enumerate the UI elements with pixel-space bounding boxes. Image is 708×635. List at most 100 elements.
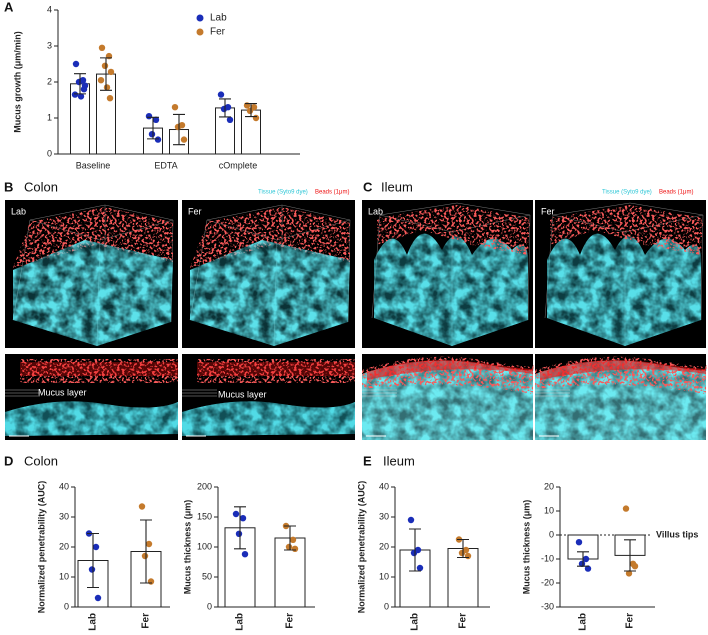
data-point: [71, 91, 79, 98]
data-point: [98, 44, 106, 51]
error-bar: [234, 506, 246, 550]
data-point: [88, 566, 96, 573]
error-bar: [577, 551, 589, 567]
error-bar: [457, 538, 469, 559]
data-point: [103, 84, 111, 91]
data-point: [220, 105, 228, 113]
legend-marker: [196, 28, 204, 36]
y-axis-label: Normalized penetrability (AUC): [356, 481, 366, 614]
data-point: [584, 565, 592, 572]
data-point: [147, 578, 155, 585]
legend-beads: Beads (1μm): [315, 190, 349, 196]
data-point: [622, 505, 630, 512]
microscopy-image: [362, 354, 534, 440]
data-point: [141, 552, 149, 560]
y-tick-label: 200: [197, 481, 212, 491]
y-tick-label: 10: [379, 571, 389, 581]
x-tick-label: Lab: [88, 613, 99, 631]
x-tick-label: Lab: [578, 613, 589, 631]
data-point: [241, 551, 249, 558]
data-point: [458, 549, 466, 557]
y-axis-label: Normalized penetrability (AUC): [36, 481, 46, 614]
data-point: [148, 131, 156, 138]
y-tick-label: -10: [541, 553, 554, 563]
data-point: [625, 570, 633, 577]
annotation: Villus tips: [656, 529, 698, 539]
legend-label: Fer: [210, 27, 226, 38]
data-point: [291, 545, 299, 552]
y-tick-label: 30: [59, 511, 69, 521]
data-point: [174, 123, 182, 131]
data-point: [239, 515, 247, 522]
y-tick-label: 10: [59, 571, 69, 581]
y-tick-label: 2: [47, 76, 52, 86]
legend-marker: [196, 14, 204, 22]
panel-letter: D: [4, 453, 13, 468]
data-point: [464, 552, 472, 560]
error-bar: [147, 116, 159, 140]
legend-tissue: Tissue (Syto9 dye): [258, 190, 308, 196]
y-tick-label: -20: [541, 577, 554, 587]
x-tick-label: Lab: [410, 613, 421, 631]
data-point: [407, 516, 415, 524]
x-tick-label: Fer: [141, 613, 152, 629]
x-tick-label: Fer: [458, 613, 469, 629]
y-tick-label: -30: [541, 601, 554, 611]
microscopy-image: [535, 354, 707, 440]
data-point: [631, 563, 639, 570]
error-bar: [140, 519, 152, 584]
data-point: [217, 91, 225, 98]
y-tick-label: 0: [207, 601, 212, 611]
data-point: [77, 93, 85, 100]
panel-title: Colon: [24, 179, 58, 194]
image-label: Fer: [541, 206, 555, 216]
y-tick-label: 0: [384, 601, 389, 611]
data-point: [145, 540, 153, 548]
y-axis-label: Mucus thickness (μm): [182, 500, 192, 595]
y-tick-label: 0: [47, 148, 52, 158]
data-point: [97, 77, 105, 84]
y-tick-label: 4: [47, 4, 52, 14]
y-tick-label: 20: [544, 481, 554, 491]
y-tick-label: 30: [379, 511, 389, 521]
y-tick-label: 40: [59, 481, 69, 491]
data-point: [235, 530, 243, 537]
data-point: [582, 555, 590, 563]
panel-title: Ileum: [381, 179, 413, 194]
bar: [447, 548, 479, 608]
error-bar: [173, 113, 185, 146]
data-point: [416, 564, 424, 572]
y-tick-label: 3: [47, 40, 52, 50]
microscopy-image: [182, 354, 355, 440]
data-point: [232, 510, 240, 518]
error-bar: [284, 525, 296, 551]
data-point: [80, 86, 88, 93]
image-label: Lab: [11, 206, 26, 216]
microscopy-image: [5, 354, 178, 440]
panel-letter: A: [4, 0, 14, 14]
data-point: [246, 107, 254, 115]
y-tick-label: 10: [544, 505, 554, 515]
x-tick-label: Lab: [235, 613, 246, 631]
data-point: [252, 114, 260, 122]
x-tick-label: Fer: [625, 613, 636, 629]
error-bar: [100, 57, 112, 91]
data-point: [410, 549, 418, 557]
data-point: [107, 68, 115, 76]
y-tick-label: 0: [549, 529, 554, 539]
y-axis-label: Mucus thickness (μm): [521, 500, 531, 595]
y-tick-label: 20: [379, 541, 389, 551]
microscopy-image: [535, 200, 706, 348]
error-bar: [74, 73, 86, 95]
y-tick-label: 0: [64, 601, 69, 611]
error-bar: [87, 532, 99, 589]
y-tick-label: 150: [197, 511, 212, 521]
data-point: [289, 536, 297, 543]
panel-title: Ileum: [383, 453, 415, 468]
panel-letter: C: [363, 179, 373, 194]
data-point: [94, 594, 102, 602]
data-point: [171, 104, 179, 111]
data-point: [145, 113, 153, 120]
panel-letter: E: [363, 453, 372, 468]
